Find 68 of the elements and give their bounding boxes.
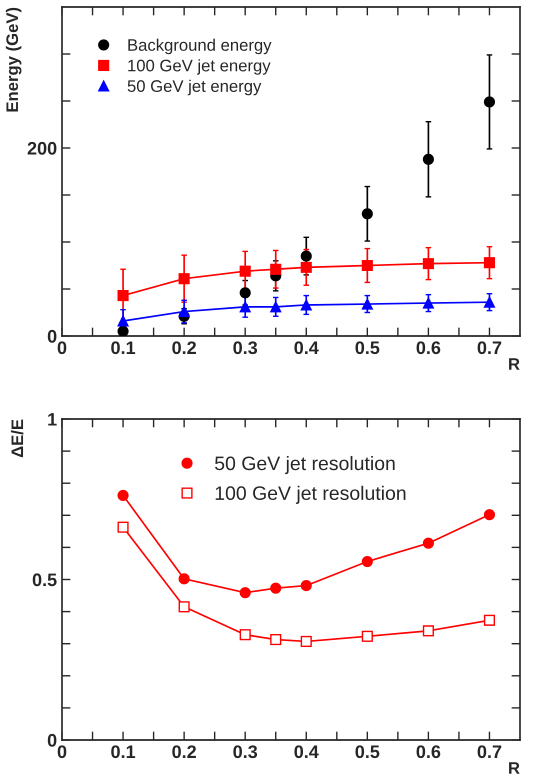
point — [240, 266, 251, 277]
point — [118, 326, 129, 336]
x-tick-label: 0.7 — [478, 745, 502, 758]
x-tick-label: 0.5 — [356, 745, 380, 758]
point — [300, 636, 312, 648]
x-tick-label: 0.1 — [111, 745, 136, 758]
point — [178, 601, 190, 612]
point — [270, 582, 282, 594]
point — [240, 301, 251, 312]
x-tick-label: 0.1 — [111, 341, 136, 354]
point — [118, 490, 129, 501]
x-tick-label: 0.2 — [172, 341, 196, 354]
x-axis-title: R — [509, 762, 520, 774]
point — [300, 580, 312, 592]
legend-label: 50 GeV jet energy — [128, 80, 262, 96]
point — [270, 634, 282, 646]
point — [484, 614, 496, 626]
point — [484, 257, 496, 268]
point — [240, 587, 251, 598]
point — [118, 315, 129, 327]
legend-label: 100 GeV jet resolution — [216, 486, 406, 504]
point — [300, 262, 312, 273]
x-tick-label: 0.6 — [416, 341, 440, 354]
point — [422, 154, 434, 165]
x-tick-label: 0.3 — [233, 341, 258, 354]
x-tick-label: 0 — [58, 341, 66, 354]
x-tick-label: 0.7 — [478, 341, 502, 354]
point — [118, 522, 129, 533]
legend-label: 100 GeV jet energy — [128, 59, 271, 75]
x-tick-label: 0.4 — [294, 341, 319, 354]
x-tick-label: 0.5 — [356, 341, 380, 354]
point — [300, 299, 312, 311]
x-tick-label: 0.4 — [294, 745, 319, 758]
point — [362, 260, 373, 272]
point — [270, 301, 282, 312]
legend-label: 50 GeV jet resolution — [215, 456, 395, 474]
y-tick-label: 0 — [48, 330, 56, 343]
point — [422, 538, 434, 549]
x-tick-label: 0.6 — [416, 745, 440, 758]
x-tick-label: 0.3 — [233, 745, 258, 758]
x-axis-title: R — [509, 358, 520, 370]
point — [362, 298, 373, 310]
y-axis-title: ΔE/E — [10, 420, 24, 458]
point — [362, 630, 373, 642]
y-axis-title: Energy (GeV) — [6, 8, 22, 112]
legend-label: Background energy — [128, 38, 272, 54]
point — [484, 509, 496, 520]
x-tick-label: 0 — [58, 745, 66, 758]
point — [240, 287, 251, 298]
point — [178, 573, 190, 584]
point — [178, 306, 190, 318]
y-tick-label: 0.5 — [32, 573, 57, 586]
y-tick-label: 0 — [48, 734, 56, 747]
point — [362, 208, 373, 220]
y-tick-label: 1 — [48, 413, 57, 426]
point — [362, 556, 373, 568]
point — [270, 264, 282, 275]
point — [484, 96, 496, 108]
point — [300, 250, 312, 262]
point — [178, 273, 190, 284]
point — [240, 629, 251, 640]
y-tick-label: 200 — [28, 142, 56, 155]
point — [484, 296, 496, 308]
point — [118, 290, 129, 302]
x-tick-label: 0.2 — [172, 745, 196, 758]
point — [422, 258, 434, 270]
point — [422, 298, 434, 309]
point — [422, 625, 434, 636]
